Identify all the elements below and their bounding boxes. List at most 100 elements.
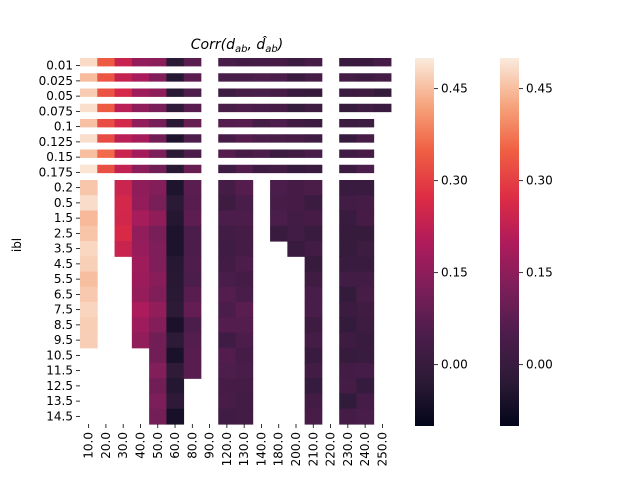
heatmap-cell	[114, 210, 133, 227]
heatmap-cell	[80, 332, 98, 349]
heatmap-cell	[373, 58, 392, 67]
heatmap-cell	[304, 119, 323, 128]
heatmap-cell	[114, 134, 133, 143]
heatmap-cell	[166, 363, 185, 379]
heatmap-cell	[166, 210, 185, 227]
heatmap-cell	[183, 225, 202, 242]
heatmap-cell	[235, 256, 254, 273]
heatmap-cell	[304, 363, 323, 379]
heatmap-cell	[183, 149, 202, 158]
heatmap-cell	[304, 271, 323, 288]
heatmap-cell	[218, 180, 236, 196]
heatmap-cell	[218, 332, 236, 349]
heatmap-cell	[270, 210, 288, 227]
heatmap-cell	[149, 210, 167, 227]
heatmap-cell	[339, 195, 357, 212]
heatmap-cell	[218, 317, 236, 334]
y-tick-label: 11.5	[46, 364, 73, 378]
heatmap-cell	[166, 393, 185, 410]
heatmap-cell	[80, 271, 98, 288]
heatmap-cell	[218, 195, 236, 212]
x-tick-label: 30.0	[116, 432, 130, 459]
heatmap-cell	[356, 256, 375, 273]
heatmap-cell	[304, 393, 323, 410]
heatmap-cell	[235, 58, 254, 67]
heatmap-cell	[339, 363, 357, 379]
heatmap-cell	[235, 286, 254, 303]
y-tick-label: 9.5	[54, 333, 73, 347]
heatmap-cell	[304, 286, 323, 303]
heatmap-cell	[304, 134, 323, 143]
heatmap-cell	[131, 271, 150, 288]
x-tick-label: 60.0	[168, 432, 182, 459]
heatmap-cell	[166, 58, 185, 67]
heatmap-cell	[235, 164, 254, 174]
heatmap-cell	[287, 241, 306, 257]
heatmap-cell	[339, 225, 357, 242]
heatmap-cell	[183, 256, 202, 273]
colorbar-2	[500, 58, 519, 426]
heatmap-cell	[183, 119, 202, 128]
heatmap-cell	[218, 149, 236, 158]
heatmap-cell	[166, 347, 185, 364]
y-tick-label: 2.5	[54, 226, 73, 240]
x-tick-label: 90.0	[203, 432, 217, 459]
heatmap-cell	[287, 149, 306, 158]
x-tick-label: 20.0	[99, 432, 113, 459]
heatmap-cell	[166, 271, 185, 288]
heatmap-cell	[304, 225, 323, 242]
heatmap-cell	[80, 317, 98, 334]
heatmap-cell	[339, 302, 357, 318]
heatmap-cell	[339, 180, 357, 196]
heatmap-cell	[166, 103, 185, 113]
heatmap-cell	[183, 88, 202, 97]
heatmap-cell	[304, 317, 323, 334]
x-tick-label: 180.0	[272, 432, 286, 466]
heatmap-cell	[252, 149, 271, 158]
heatmap-cell	[218, 347, 236, 364]
heatmap-cell	[287, 164, 306, 174]
heatmap-cell	[356, 271, 375, 288]
heatmap-cell	[218, 378, 236, 395]
heatmap-cell	[218, 88, 236, 97]
heatmap-cell	[356, 195, 375, 212]
heatmap-cell	[114, 103, 133, 113]
heatmap-cell	[304, 302, 323, 318]
heatmap-cell	[166, 378, 185, 395]
heatmap-cell	[149, 256, 167, 273]
heatmap-cell	[97, 119, 115, 128]
heatmap-cell	[131, 225, 150, 242]
heatmap-cell	[97, 164, 115, 174]
y-tick-label: 0.075	[39, 104, 73, 118]
heatmap-cell	[235, 302, 254, 318]
colorbar-tick-label: 0.00	[441, 358, 468, 372]
heatmap-cell	[356, 393, 375, 410]
x-tick-label: 130.0	[237, 432, 251, 466]
heatmap-cell	[183, 363, 202, 379]
heatmap-cell	[356, 210, 375, 227]
heatmap-cell	[356, 88, 375, 97]
heatmap-cell	[252, 88, 271, 97]
heatmap-cell	[131, 149, 150, 158]
heatmap-cell	[149, 225, 167, 242]
heatmap-cell	[287, 103, 306, 113]
y-tick-label: 0.175	[39, 165, 73, 179]
heatmap-cell	[373, 73, 392, 82]
heatmap-cell	[339, 378, 357, 395]
heatmap-cell	[235, 347, 254, 364]
heatmap-cell	[166, 195, 185, 212]
heatmap-cell	[356, 134, 375, 143]
heatmap-cell	[218, 103, 236, 113]
heatmap-cell	[339, 317, 357, 334]
heatmap-cell	[356, 225, 375, 242]
heatmap-cell	[356, 241, 375, 257]
heatmap-cell	[287, 134, 306, 143]
heatmap-cell	[356, 347, 375, 364]
heatmap-cell	[131, 180, 150, 196]
heatmap-cell	[80, 225, 98, 242]
heatmap-cell	[149, 58, 167, 67]
chart-title: Corr(dab, d̂ab)	[191, 36, 283, 55]
heatmap-cell	[356, 103, 375, 113]
heatmap-cell	[304, 180, 323, 196]
